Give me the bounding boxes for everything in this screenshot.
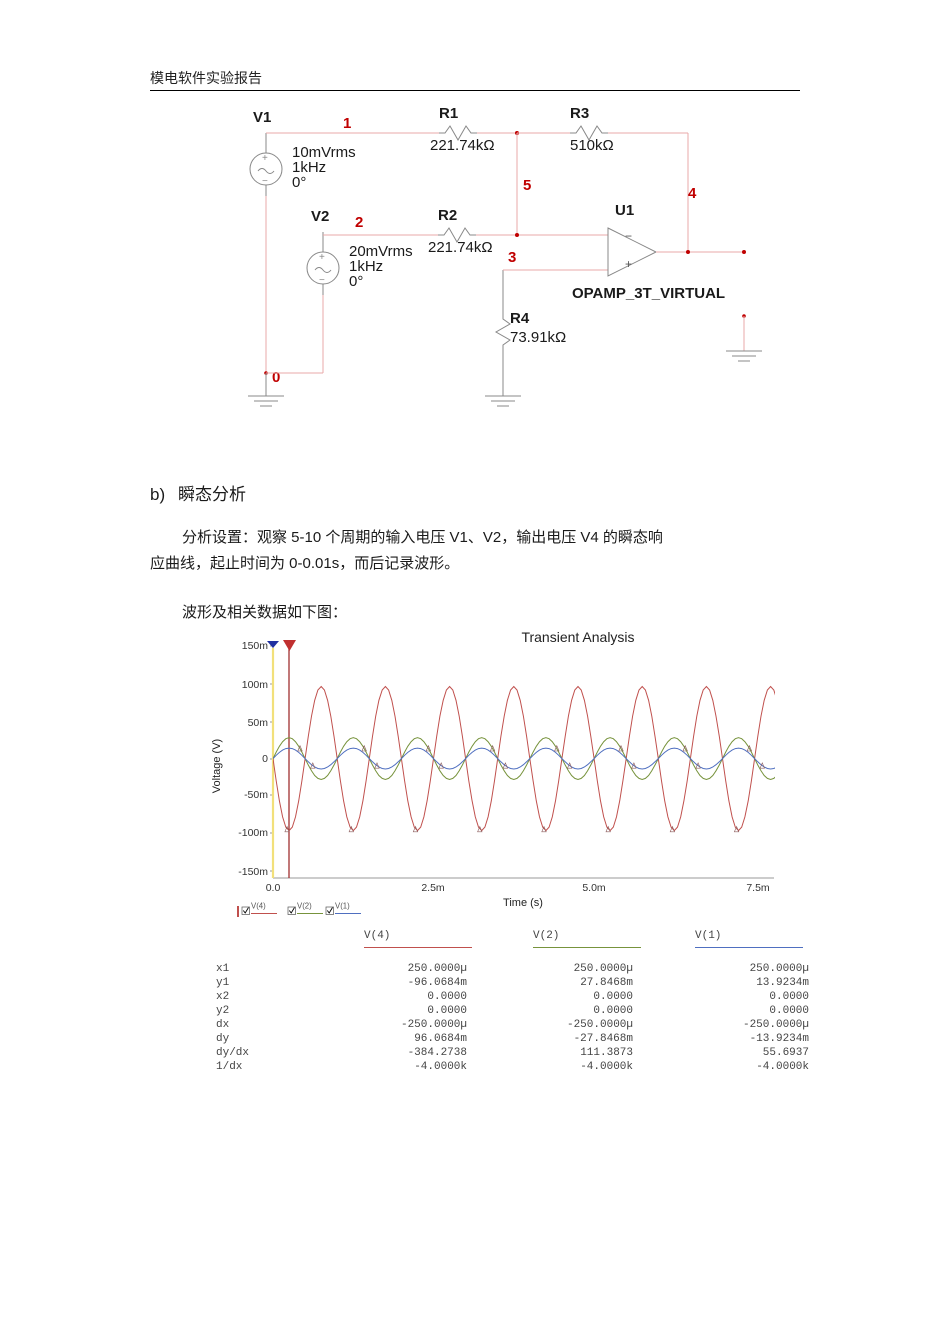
svg-text:-50m: -50m (244, 789, 268, 801)
svg-text:Time (s): Time (s) (503, 897, 543, 909)
svg-text:0.0: 0.0 (266, 882, 281, 894)
svg-text:2.5m: 2.5m (421, 882, 445, 894)
svg-text:V(1): V(1) (335, 902, 350, 911)
svg-text:Transient Analysis: Transient Analysis (521, 629, 634, 645)
svg-text:-100m: -100m (238, 827, 268, 839)
svg-text:5.0m: 5.0m (582, 882, 606, 894)
svg-text:100m: 100m (242, 679, 269, 691)
svg-text:Voltage (V): Voltage (V) (211, 739, 223, 793)
svg-text:50m: 50m (248, 717, 269, 729)
svg-text:V(2): V(2) (297, 902, 312, 911)
svg-text:V(4): V(4) (251, 902, 266, 911)
svg-text:0: 0 (262, 753, 268, 765)
svg-text:150m: 150m (242, 640, 269, 652)
svg-text:-150m: -150m (238, 866, 268, 878)
svg-text:7.5m: 7.5m (746, 882, 770, 894)
